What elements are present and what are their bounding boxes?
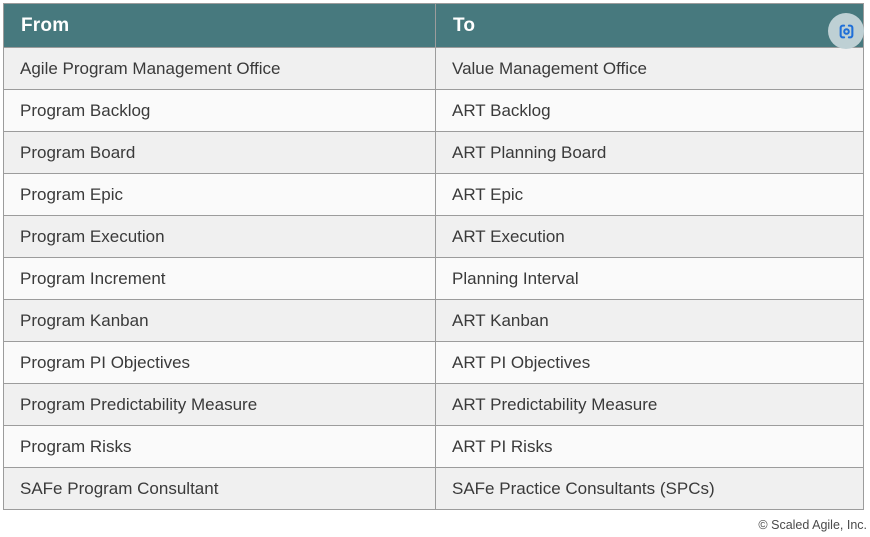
table-row: Agile Program Management Office Value Man… <box>3 47 864 90</box>
cell-from: Program Risks <box>3 425 436 468</box>
screenshot-region-button[interactable] <box>828 13 864 49</box>
cell-from: Program Predictability Measure <box>3 383 436 426</box>
screenshot-region-icon <box>837 22 856 41</box>
cell-to: ART Planning Board <box>435 131 864 174</box>
cell-to: ART Predictability Measure <box>435 383 864 426</box>
cell-from: Program Board <box>3 131 436 174</box>
cell-from: Program PI Objectives <box>3 341 436 384</box>
cell-from: Agile Program Management Office <box>3 47 436 90</box>
column-header-from: From <box>3 3 436 48</box>
cell-from: SAFe Program Consultant <box>3 467 436 510</box>
table-row: SAFe Program Consultant SAFe Practice Con… <box>3 467 864 510</box>
column-header-to: To <box>435 3 864 48</box>
cell-to: Value Management Office <box>435 47 864 90</box>
cell-to: ART PI Objectives <box>435 341 864 384</box>
copyright-notice: © Scaled Agile, Inc. <box>758 518 867 532</box>
terminology-rename-table: From To Agile Program Management Office V… <box>3 3 864 510</box>
table-header-row: From To <box>3 3 864 48</box>
table-row: Program Board ART Planning Board <box>3 131 864 174</box>
table-row: Program Backlog ART Backlog <box>3 89 864 132</box>
cell-to: ART Kanban <box>435 299 864 342</box>
cell-from: Program Increment <box>3 257 436 300</box>
cell-to: ART Epic <box>435 173 864 216</box>
cell-from: Program Execution <box>3 215 436 258</box>
table-row: Program Kanban ART Kanban <box>3 299 864 342</box>
table-row: Program Predictability Measure ART Predic… <box>3 383 864 426</box>
cell-to: ART Execution <box>435 215 864 258</box>
table-row: Program Execution ART Execution <box>3 215 864 258</box>
cell-to: Planning Interval <box>435 257 864 300</box>
table-body: Agile Program Management Office Value Man… <box>3 47 864 510</box>
cell-to: SAFe Practice Consultants (SPCs) <box>435 467 864 510</box>
cell-to: ART Backlog <box>435 89 864 132</box>
cell-from: Program Kanban <box>3 299 436 342</box>
table-row: Program PI Objectives ART PI Objectives <box>3 341 864 384</box>
table-row: Program Epic ART Epic <box>3 173 864 216</box>
cell-from: Program Epic <box>3 173 436 216</box>
table-row: Program Risks ART PI Risks <box>3 425 864 468</box>
table-row: Program Increment Planning Interval <box>3 257 864 300</box>
cell-to: ART PI Risks <box>435 425 864 468</box>
cell-from: Program Backlog <box>3 89 436 132</box>
